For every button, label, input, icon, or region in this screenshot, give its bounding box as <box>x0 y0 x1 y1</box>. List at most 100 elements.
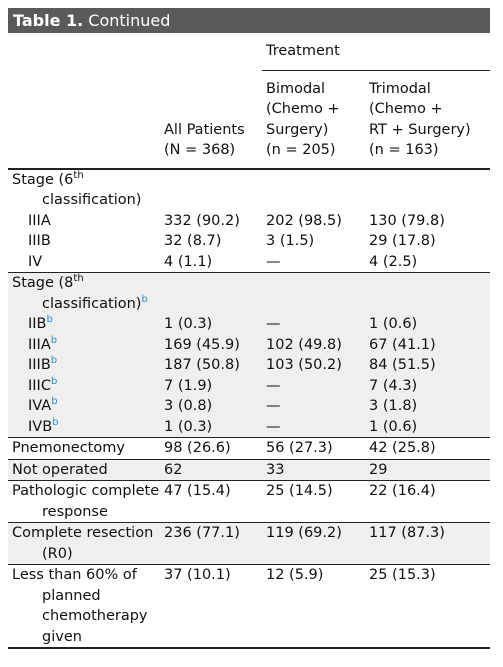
row-label: IV <box>28 253 43 270</box>
footnote-mark: b <box>141 293 148 305</box>
column-header: All Patients (N = 368) <box>160 70 262 170</box>
data-cell: 119 (69.2) <box>266 525 342 541</box>
data-cell: 1 (0.6) <box>369 418 418 435</box>
column-header-line: (n = 205) <box>266 142 336 158</box>
row-label-cell: IIICb <box>8 376 160 397</box>
row-label-cell: IV <box>8 252 160 273</box>
column-header-line: (n = 163) <box>369 142 439 158</box>
column-header-line: (Chemo + <box>266 101 340 117</box>
row-label: Complete resection (R0) <box>12 525 154 562</box>
empty-cell <box>262 169 365 211</box>
column-header-line: (Chemo + <box>369 101 443 117</box>
data-cell: 4 (2.5) <box>369 253 418 270</box>
data-cell: 3 (1.5) <box>266 233 315 249</box>
table: Treatment All Patients (N = 368) Bimodal (C… <box>8 33 491 649</box>
column-header-line: All Patients <box>164 121 245 138</box>
data-cell: 236 (77.1) <box>164 525 240 541</box>
row-label-cell: Not operated <box>8 459 160 481</box>
row-label: IIIA <box>28 336 51 353</box>
data-cell: 12 (5.9) <box>266 567 324 583</box>
row-label-rest: classification) <box>42 192 142 208</box>
data-row: IVBb 1 (0.3) —1 (0.6) <box>8 417 490 438</box>
row-label: Pnemonectomy <box>12 440 125 456</box>
data-cell: 1 (0.6) <box>369 316 418 332</box>
empty-cell <box>160 273 262 315</box>
row-group: Stage (8th classification)b IIBb 1 (0.3) —1… <box>8 272 491 438</box>
data-row: IVAb 3 (0.8) — 3 (1.8) <box>8 396 490 417</box>
row-label-cell: IIIBb <box>8 355 160 376</box>
data-cell: 62 <box>164 461 183 478</box>
section-row: Stage (8th classification)b <box>8 273 490 315</box>
data-cell: 25 (15.3) <box>369 567 436 583</box>
table-title: Table 1. Continued <box>8 8 490 33</box>
data-cell: — <box>266 418 281 435</box>
header-row: All Patients (N = 368) Bimodal (Chemo + Surg… <box>8 70 491 170</box>
row-label: IIB <box>28 316 47 332</box>
data-row: Pathologic complete response 47 (15.4) 25 … <box>8 481 490 523</box>
data-row: IIBb 1 (0.3) — 1 (0.6) <box>8 314 490 335</box>
row-label-cell: IVAb <box>8 396 160 417</box>
row-label: IIIA <box>28 212 51 229</box>
data-row: IIIBb 187 (50.8) 103 (50.2) 84 (51.5) <box>8 355 490 376</box>
title-label: Table 1. <box>13 11 84 30</box>
table-wrap: Table 1. Continued Treatment All Patient… <box>8 8 491 649</box>
title-text: Continued <box>83 11 171 30</box>
superscript: th <box>73 169 84 181</box>
row-label-cell: Pnemonectomy <box>8 438 160 460</box>
data-row: IIIB 32 (8.7) 3 (1.5) 29 (17.8) <box>8 231 490 252</box>
column-header-line: (N = 368) <box>164 142 236 158</box>
empty-cell <box>262 273 365 315</box>
data-cell: 25 (14.5) <box>266 483 333 499</box>
data-cell: — <box>266 377 281 394</box>
empty-cell <box>365 273 490 315</box>
data-cell: 22 (16.4) <box>369 483 436 499</box>
data-cell: 103 (50.2) <box>266 357 342 373</box>
column-header: Bimodal (Chemo + Surgery) (n = 205) <box>262 70 365 170</box>
data-cell: 202 (98.5) <box>266 212 342 229</box>
data-cell: 3 (1.8) <box>369 398 418 414</box>
row-label-cell: IIIB <box>8 231 160 252</box>
row-label: IIIB <box>28 357 51 373</box>
data-cell: — <box>266 398 281 414</box>
data-cell: — <box>266 253 281 270</box>
row-group: Pathologic complete response 47 (15.4) 25 … <box>8 481 491 523</box>
data-cell: — <box>266 316 281 332</box>
row-label-cell: IIBb <box>8 314 160 335</box>
data-cell: 7 (1.9) <box>164 377 213 394</box>
row-group: Not operated 62 33 29 <box>8 459 491 481</box>
row-label-cell: IIIA <box>8 211 160 232</box>
data-cell: 3 (0.8) <box>164 398 213 414</box>
section-label: Stage (6th classification) <box>8 169 160 211</box>
data-cell: 1 (0.3) <box>164 418 213 435</box>
table-header: Treatment All Patients (N = 368) Bimodal (C… <box>8 33 491 170</box>
data-cell: 187 (50.8) <box>164 357 240 373</box>
data-cell: 33 <box>266 461 285 478</box>
row-label-cell: Pathologic complete response <box>8 481 160 523</box>
data-cell: 117 (87.3) <box>369 525 445 541</box>
row-label-cell: Complete resection (R0) <box>8 523 160 565</box>
footnote-mark: b <box>50 334 58 346</box>
data-row: IV 4 (1.1) — 4 (2.5) <box>8 252 490 273</box>
data-row: Less than 60% of planned chemotherapy gi… <box>8 565 490 649</box>
data-cell: 102 (49.8) <box>266 336 342 353</box>
column-header-line: RT + Surgery) <box>369 121 471 138</box>
column-header-line: Bimodal <box>266 80 326 97</box>
data-cell: 42 (25.8) <box>369 440 436 456</box>
data-row: Not operated 62 33 29 <box>8 459 490 481</box>
column-header-line: Trimodal <box>369 80 431 97</box>
row-label: Stage (6 <box>12 171 74 188</box>
footnote-mark: b <box>50 355 58 366</box>
group-header: Treatment <box>262 33 491 71</box>
row-group: Complete resection (R0) 236 (77.1) 119 (69… <box>8 522 491 565</box>
row-label: IIIC <box>28 377 51 394</box>
data-cell: 130 (79.8) <box>369 212 445 229</box>
data-cell: 169 (45.9) <box>164 336 240 353</box>
data-row: IIIA 332 (90.2) 202 (98.5) 130 (79.8) <box>8 211 490 232</box>
data-cell: 84 (51.5) <box>369 357 436 373</box>
row-label: Not operated <box>12 461 108 478</box>
data-row: Pnemonectomy 98 (26.6) 56 (27.3) 42 (25.8) <box>8 438 490 460</box>
row-label: IVB <box>28 418 53 435</box>
data-cell: 47 (15.4) <box>164 483 231 499</box>
data-cell: 1 (0.3) <box>164 316 213 332</box>
